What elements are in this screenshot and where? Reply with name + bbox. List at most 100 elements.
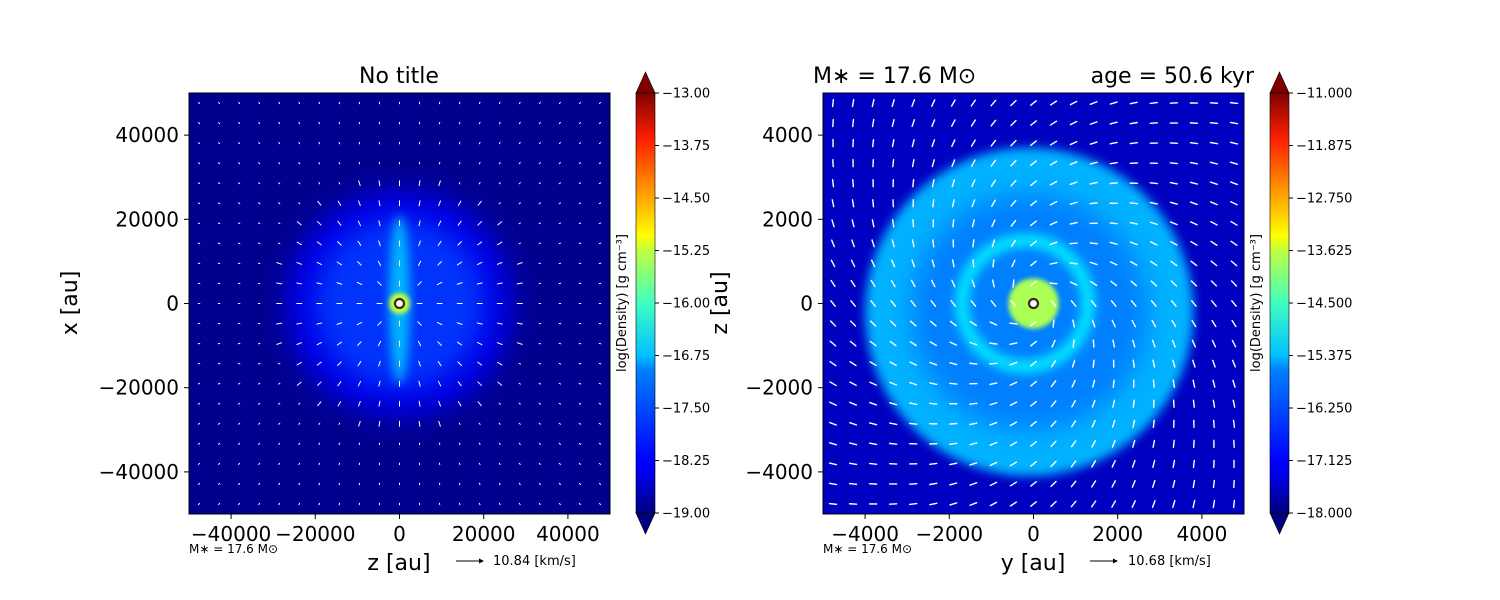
left-velocity-arrow [558,462,561,465]
right-velocity-arrow [891,138,895,148]
right-velocity-arrow [971,279,976,288]
right-velocity-arrow [1132,339,1136,348]
left-velocity-arrow [498,402,501,405]
left-velocity-arrow [258,101,261,105]
left-velocity-arrow [497,381,503,386]
right-velocity-arrow [990,179,997,187]
right-y-ticks: −4000 −2000 0 2000 4000 [745,123,823,484]
left-velocity-arrow [418,420,421,427]
right-velocity-arrow [1212,419,1215,428]
right-velocity-arrow [929,502,938,506]
right-velocity-arrow [1232,499,1236,509]
left-velocity-arrow [298,182,301,185]
right-velocity-arrow [911,259,916,268]
right-velocity-arrow [828,482,838,486]
right-velocity-arrow [1091,399,1096,408]
right-velocity-arrow [989,321,998,326]
right-velocity-arrow [1192,359,1196,368]
right-velocity-arrow [1129,202,1138,205]
right-velocity-arrow [931,179,935,188]
right-velocity-arrow [1169,201,1178,205]
left-velocity-arrow [276,322,283,325]
left-velocity-arrow [357,380,362,387]
left-velocity-arrow [538,482,541,486]
right-velocity-arrow [1230,260,1238,267]
right-velocity-arrow [1131,479,1136,488]
right-velocity-arrow [1151,339,1156,348]
right-velocity-arrow [911,239,915,248]
right-velocity-arrow [1212,379,1216,388]
right-colorbar-tick-label: −13.625 [1296,244,1352,259]
right-velocity-arrow [1030,260,1037,267]
right-velocity-arrow [949,462,958,466]
right-velocity-arrow [1071,399,1077,408]
left-velocity-arrow [296,381,302,386]
left-velocity-arrow [278,142,281,145]
right-velocity-arrow [1070,440,1077,448]
right-velocity-arrow [829,401,837,406]
left-velocity-arrow [558,442,561,445]
left-velocity-arrow [598,162,602,165]
right-velocity-arrow [909,502,918,506]
right-velocity-arrow [969,462,978,466]
left-velocity-arrow [278,422,281,425]
left-velocity-arrow [498,162,501,165]
left-velocity-arrow [318,442,321,445]
left-velocity-arrow [598,462,602,465]
right-velocity-arrow [1170,240,1178,246]
right-velocity-arrow [989,461,998,467]
left-sink-marker [393,297,406,310]
right-velocity-arrow [1089,202,1098,205]
right-velocity-arrow [848,462,858,466]
right-velocity-arrow [1172,439,1175,449]
right-velocity-arrow [949,341,958,346]
left-velocity-arrow [478,462,481,466]
left-velocity-arrow [298,462,301,466]
left-velocity-arrow [238,142,241,145]
left-velocity-arrow [496,322,503,325]
left-velocity-arrow [578,462,581,465]
left-velocity-arrow [357,361,362,367]
left-velocity-arrow [218,101,221,105]
right-colorbar-tick-label: −16.250 [1296,402,1352,417]
left-velocity-arrow [296,261,303,265]
left-velocity-arrow [278,362,281,365]
right-velocity-arrow [1210,260,1218,267]
left-colorbar-tick-label: −18.25 [662,454,710,469]
right-velocity-arrow [1209,141,1219,145]
left-velocity-arrow [317,381,322,386]
right-velocity-arrow [1150,260,1158,267]
left-velocity-arrow [378,360,381,367]
right-velocity-arrow [831,179,835,188]
left-velocity-arrow [496,261,503,265]
right-velocity-arrow [1051,339,1056,348]
left-velocity-arrow [338,442,341,446]
left-velocity-arrow [296,342,303,346]
right-xlabel: y [au] [1001,551,1066,576]
left-velocity-arrow [298,121,301,125]
left-velocity-arrow [298,442,301,445]
right-velocity-arrow [1129,260,1138,266]
left-velocity-arrow [298,502,301,506]
left-velocity-arrow [476,322,483,325]
left-velocity-arrow [258,402,261,405]
left-velocity-arrow [477,221,482,226]
right-velocity-arrow [1072,339,1075,348]
right-velocity-arrow [949,320,957,327]
right-velocity-arrow [851,239,855,248]
right-velocity-arrow [929,482,938,486]
right-velocity-arrow [1030,420,1037,427]
left-velocity-arrow [476,341,483,346]
left-velocity-arrow [238,442,241,445]
right-velocity-arrow [1070,500,1077,508]
right-velocity-arrow [1089,261,1098,266]
right-colorbar-tick-label: −18.000 [1296,507,1352,522]
right-density-ring-1 [954,233,1096,374]
left-velocity-arrow [278,382,281,385]
right-velocity-arrow [869,401,878,406]
left-velocity-arrow [538,502,541,506]
right-velocity-arrow [1112,399,1116,408]
right-colorbar-tick-label: −11.000 [1296,87,1352,102]
right-velocity-arrow [830,259,836,268]
right-velocity-arrow [951,179,956,188]
